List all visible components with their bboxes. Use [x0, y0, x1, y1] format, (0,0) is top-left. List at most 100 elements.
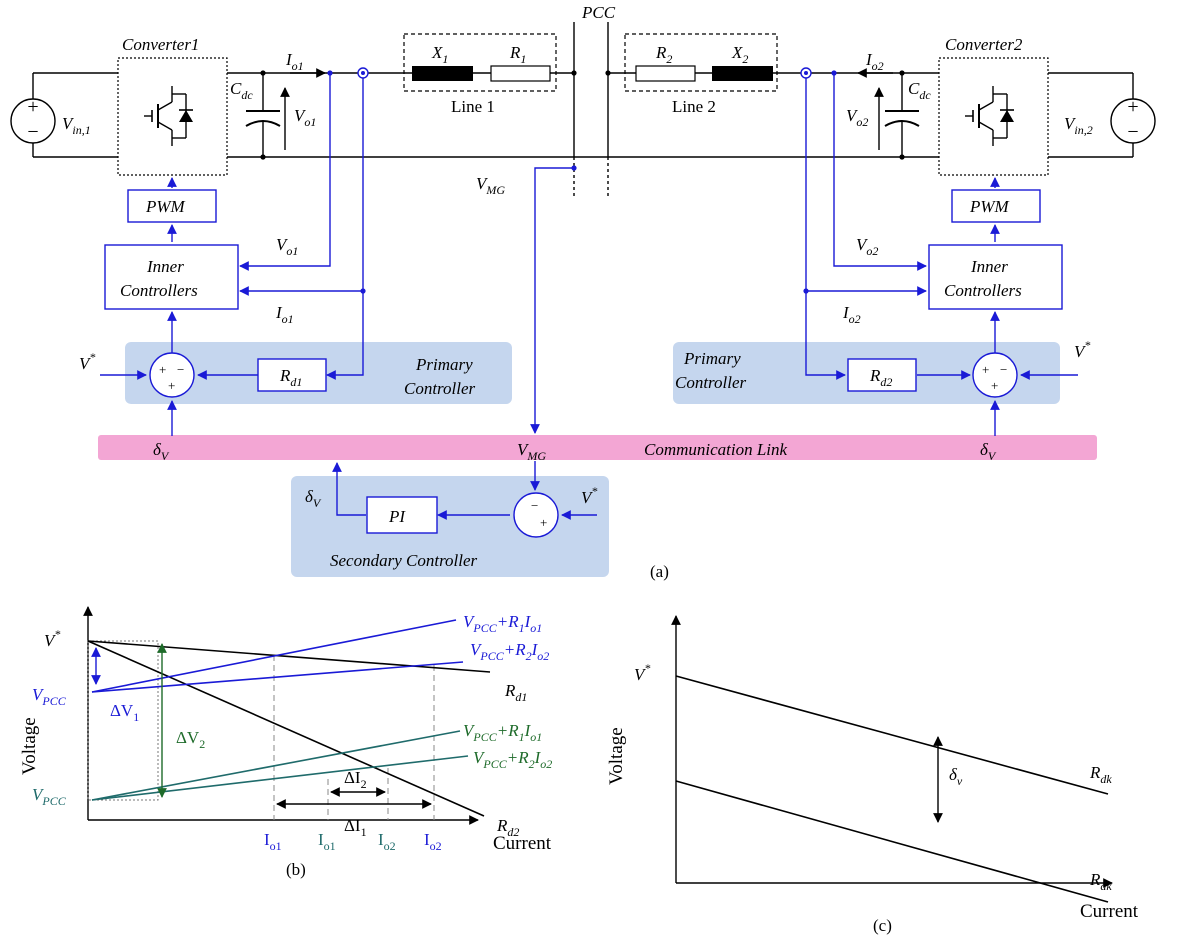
- chart-b-delta-v1-label: ΔV1: [110, 701, 139, 724]
- pwm-2-block: [951, 189, 1041, 223]
- vmg-label-top: VMG: [476, 174, 505, 197]
- chart-b-guide-box: [87, 640, 159, 801]
- chart-b-series-label-4: VPCC+R2Io2: [473, 748, 552, 771]
- inner-2-line1: Inner: [970, 257, 1008, 276]
- inner-controllers-1-block: [104, 244, 239, 310]
- line-1-label: Line 1: [451, 97, 495, 116]
- chart-c-ylabel: Voltage: [606, 727, 627, 785]
- inner-2-line2: Controllers: [944, 281, 1022, 300]
- vstar-1-label: V*: [79, 350, 95, 373]
- chart-c: V* Voltage Current δv Rdk Rdk (c): [606, 615, 1139, 935]
- line-2-label: Line 2: [672, 97, 716, 116]
- chart-b-series-label-1: VPCC+R1Io1: [463, 612, 542, 635]
- inner-1-line2: Controllers: [120, 281, 198, 300]
- converter-1-label: Converter1: [122, 35, 199, 54]
- summing-junction-3-icon: [513, 492, 559, 538]
- x2-label: X2: [731, 43, 748, 66]
- igbt-1-icon: [144, 86, 193, 146]
- pwm-2-label: PWM: [969, 197, 1010, 216]
- voltage-source-2-icon: + −: [1110, 96, 1156, 144]
- inner-1-line1: Inner: [146, 257, 184, 276]
- primary-1-line2: Controller: [404, 379, 476, 398]
- vo1-label: Vo1: [294, 106, 316, 129]
- chart-b: V* VPCC VPCC Voltage Current ΔV1 ΔV2 ΔI2…: [19, 606, 552, 879]
- pi-block: [366, 496, 438, 534]
- primary-2-line2: Controller: [675, 373, 747, 392]
- cdc-2-label: Cdc: [908, 79, 931, 102]
- chart-b-delta-v2-label: ΔV2: [176, 728, 205, 751]
- igbt-2-icon: [965, 86, 1014, 146]
- rd2-block: [847, 358, 917, 392]
- delta-v-1-label: δV: [153, 440, 170, 463]
- chart-b-xtick-4: Io2: [424, 830, 442, 853]
- io1-feedback-label: Io1: [275, 303, 294, 326]
- converter-2-label: Converter2: [945, 35, 1023, 54]
- x1-label: X1: [431, 43, 448, 66]
- chart-c-xlabel: Current: [1080, 901, 1139, 922]
- r1-label: R1: [509, 43, 526, 66]
- sj1-minus: −: [177, 362, 184, 377]
- inner-controllers-2-block: [928, 244, 1063, 310]
- pi-label: PI: [388, 507, 406, 526]
- summing-junction-2-icon: [972, 352, 1018, 398]
- chart-b-xlabel: Current: [493, 833, 552, 854]
- chart-c-rdk-upper-label: Rdk: [1089, 763, 1112, 786]
- chart-b-vstar-label: V*: [44, 627, 60, 650]
- chart-b-ylabel: Voltage: [19, 717, 40, 775]
- vmg-label-link: VMG: [517, 440, 546, 463]
- io2-label: Io2: [865, 50, 884, 73]
- vin2-label: Vin,2: [1064, 114, 1093, 137]
- converter-2-box: [938, 57, 1049, 176]
- chart-b-rd2-label: Rd2: [496, 816, 519, 839]
- primary-1-line1: Primary: [415, 355, 473, 374]
- chart-b-delta-i2-label: ΔI2: [344, 768, 367, 791]
- chart-b-rd1-line: [87, 640, 491, 673]
- svg-text:−: −: [27, 121, 38, 143]
- chart-b-xtick-2: Io1: [318, 830, 336, 853]
- voltage-source-1-icon: + −: [10, 96, 56, 144]
- chart-b-xtick-3: Io2: [378, 830, 396, 853]
- sj2-minus: −: [1000, 362, 1007, 377]
- svg-text:+: +: [27, 96, 38, 118]
- chart-b-vpcc-r2-green: [91, 755, 469, 801]
- chart-b-rd1-label: Rd1: [504, 681, 527, 704]
- chart-c-vstar-label: V*: [634, 661, 650, 684]
- chart-b-vpcc-r1-blue: [91, 619, 457, 693]
- chart-b-series-label-2: VPCC+R2Io2: [470, 640, 549, 663]
- chart-b-series-label-3: VPCC+R1Io1: [463, 721, 542, 744]
- sj2-plus-bottom: +: [991, 378, 998, 393]
- pcc-label: PCC: [581, 3, 616, 22]
- chart-c-panel-label: (c): [873, 916, 892, 935]
- chart-c-rdk-upper-line: [675, 675, 1109, 795]
- delta-v-2-label: δV: [980, 440, 997, 463]
- sj2-plus-left: +: [982, 362, 989, 377]
- primary-2-line1: Primary: [683, 349, 741, 368]
- sj1-plus-bottom: +: [168, 378, 175, 393]
- chart-b-xtick-1: Io1: [264, 830, 282, 853]
- chart-c-shift-label: δv: [949, 765, 963, 788]
- control-wiring: [100, 67, 1078, 520]
- communication-link-bar: [98, 435, 1097, 460]
- converter-1-box: [117, 57, 228, 176]
- io2-feedback-label: Io2: [842, 303, 861, 326]
- chart-b-rd2-line: [87, 640, 485, 817]
- rd1-block: [257, 358, 327, 392]
- sj3-minus: −: [531, 498, 538, 513]
- rd2-label: Rd2: [869, 366, 892, 389]
- pwm-1-block: [127, 189, 217, 223]
- panel-a-label: (a): [650, 562, 669, 581]
- delta-v-secondary-label: δV: [305, 487, 322, 510]
- sj1-plus-left: +: [159, 362, 166, 377]
- chart-b-delta-i1-label: ΔI1: [344, 816, 367, 839]
- vo1-feedback-label: Vo1: [276, 235, 298, 258]
- svg-text:+: +: [1127, 96, 1138, 118]
- vin1-label: Vin,1: [62, 114, 91, 137]
- vo2-feedback-label: Vo2: [856, 235, 878, 258]
- io1-label: Io1: [285, 50, 304, 73]
- chart-b-vpcc-green-label: VPCC: [32, 785, 67, 808]
- r2-label: R2: [655, 43, 672, 66]
- chart-c-rdk-lower-line: [675, 780, 1109, 903]
- vstar-2-label: V*: [1074, 338, 1090, 361]
- svg-text:−: −: [1127, 121, 1138, 143]
